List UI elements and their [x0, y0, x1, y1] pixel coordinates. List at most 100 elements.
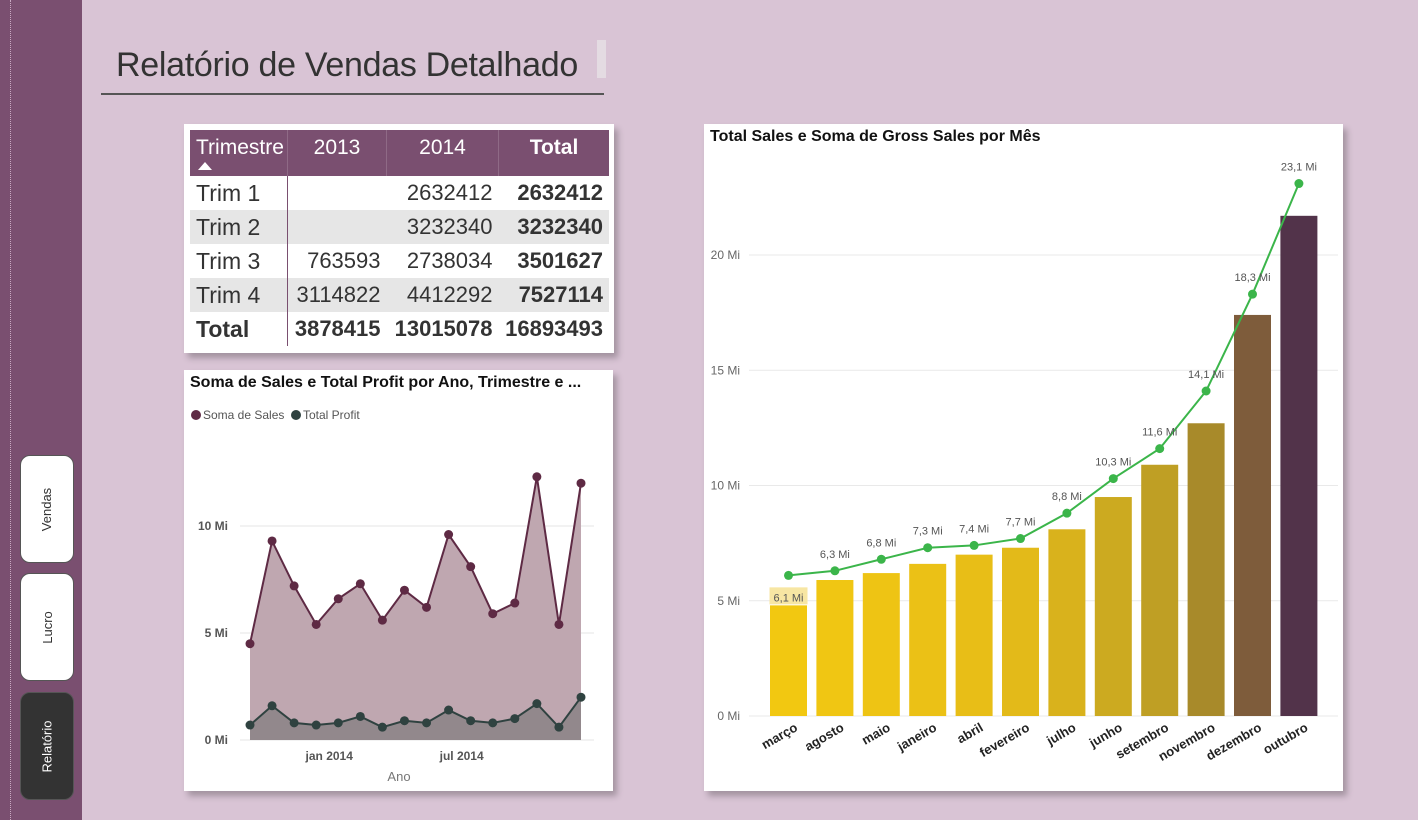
area-point-sales [377, 615, 387, 625]
area-point-sales [245, 639, 255, 649]
sidebar [0, 0, 82, 820]
gross-sales-point [1108, 474, 1118, 484]
nav-relatorio-label: Relatório [39, 719, 55, 773]
area-point-profit [576, 692, 586, 702]
area-point-sales [488, 609, 498, 619]
bar-x-tick-label: janeiro [894, 720, 939, 755]
line-data-label: 6,3 Mi [820, 549, 850, 561]
matrix-header-2014[interactable]: 2014 [386, 130, 499, 176]
matrix-cell-total: 3232340 [498, 210, 609, 244]
line-data-label: 7,4 Mi [959, 523, 989, 535]
line-data-label: 8,8 Mi [1052, 491, 1082, 503]
bar-fevereiro [1002, 547, 1039, 716]
nav-vendas-button[interactable]: Vendas [20, 455, 74, 563]
area-point-profit [289, 718, 299, 728]
line-data-label: 7,7 Mi [1006, 517, 1036, 529]
matrix-total-row: Total 3878415 13015078 16893493 [190, 312, 609, 346]
page-title: Relatório de Vendas Detalhado [116, 46, 578, 84]
area-point-profit [355, 711, 365, 721]
bar-setembro [1141, 464, 1179, 716]
area-x-tick-label: jul 2014 [439, 749, 484, 763]
bar-y-tick-label: 5 Mi [717, 594, 740, 608]
gross-sales-point [923, 543, 933, 553]
matrix-header-total-label: Total [529, 136, 579, 159]
area-chart-visual[interactable]: Soma de Sales e Total Profit por Ano, Tr… [184, 370, 613, 791]
legend-profit-label[interactable]: Total Profit [303, 408, 360, 422]
matrix-total-cell: 13015078 [394, 316, 493, 341]
nav-relatorio-button[interactable]: Relatório [20, 692, 74, 800]
title-decoration [597, 40, 606, 78]
line-data-label: 23,1 Mi [1281, 162, 1317, 174]
matrix-cell: 4412292 [386, 278, 499, 312]
matrix-cell [288, 176, 387, 210]
bar-x-tick-label: abril [954, 720, 985, 747]
area-y-tick-label: 5 Mi [205, 626, 228, 640]
sort-ascending-glyph [198, 162, 212, 170]
area-x-tick-label: jan 2014 [305, 749, 354, 763]
matrix-total-label: Total [190, 312, 288, 346]
sort-ascending-icon[interactable] [190, 160, 287, 170]
matrix-row: Trim 3 763593 2738034 3501627 [190, 244, 609, 278]
matrix-cell: 763593 [307, 248, 381, 273]
line-data-label: 10,3 Mi [1095, 457, 1131, 469]
matrix-header-total[interactable]: Total [498, 130, 609, 176]
area-point-profit [510, 714, 520, 724]
area-x-axis-title: Ano [387, 769, 410, 784]
matrix-cell: 2632412 [406, 180, 493, 205]
bar-x-tick-label: outubro [1260, 720, 1310, 758]
bar-março [770, 605, 807, 716]
matrix-cell: 3114822 [287, 278, 387, 312]
matrix-visual[interactable]: Trimestre 2013 2014 Total Trim 1 2632412… [184, 124, 614, 353]
bar-abril [955, 554, 993, 716]
gross-sales-point [1155, 444, 1165, 454]
bar-x-tick-label: maio [859, 720, 893, 748]
matrix-header-trimestre[interactable]: Trimestre [190, 130, 288, 176]
line-data-label: 7,3 Mi [913, 526, 943, 538]
area-point-sales [333, 594, 343, 604]
gross-sales-point [830, 566, 840, 576]
matrix-header-2014-label: 2014 [419, 136, 466, 159]
area-point-sales [510, 598, 520, 608]
area-point-profit [333, 718, 343, 728]
data-label-highlight [769, 587, 808, 605]
matrix-row-label: Trim 3 [190, 244, 288, 278]
bar-x-tick-label: março [759, 720, 800, 753]
line-data-label: 6,1 Mi [774, 592, 804, 604]
matrix-row: Trim 1 2632412 2632412 [190, 176, 609, 210]
area-point-sales [466, 562, 476, 572]
area-fill-sales [250, 476, 581, 740]
bar-chart-svg: 0 Mi 5 Mi 10 Mi 15 Mi 20 Mi 6,1 Mi 6,3 Mi 6,8 M… [711, 162, 1338, 764]
nav-lucro-button[interactable]: Lucro [20, 573, 74, 681]
gross-sales-point [969, 540, 979, 550]
bar-y-tick-label: 15 Mi [711, 363, 740, 377]
area-point-profit [488, 718, 498, 728]
bar-dezembro [1234, 314, 1271, 716]
area-point-sales [311, 619, 321, 629]
matrix-cell [287, 210, 387, 244]
gross-sales-point [1201, 386, 1211, 396]
area-point-sales [422, 602, 432, 612]
gross-sales-line [788, 183, 1300, 577]
area-point-sales [444, 530, 454, 540]
area-line-sales [249, 476, 582, 644]
line-data-label: 14,1 Mi [1188, 369, 1224, 381]
bar-chart-visual[interactable]: Total Sales e Soma de Gross Sales por Mê… [704, 124, 1343, 791]
area-y-tick-label: 0 Mi [205, 733, 228, 747]
bar-chart-title: Total Sales e Soma de Gross Sales por Mê… [710, 128, 1041, 145]
matrix-row-label: Trim 2 [190, 210, 288, 244]
gross-sales-point [784, 570, 793, 580]
bar-x-tick-label: fevereiro [977, 720, 1032, 760]
line-data-label: 6,8 Mi [866, 537, 896, 549]
nav-lucro-label: Lucro [39, 610, 55, 644]
legend-sales-label[interactable]: Soma de Sales [203, 408, 284, 422]
area-fill-profit [250, 697, 581, 740]
area-line-profit [249, 696, 582, 729]
matrix-table: Trimestre 2013 2014 Total Trim 1 2632412… [190, 130, 609, 346]
matrix-header-2013-label: 2013 [313, 136, 361, 159]
bar-y-tick-label: 0 Mi [717, 709, 740, 723]
matrix-header-2013[interactable]: 2013 [287, 130, 387, 176]
matrix-total-cell: 3878415 [294, 316, 381, 341]
area-point-sales [355, 579, 365, 589]
area-point-sales [532, 472, 542, 482]
matrix-row-label: Trim 1 [190, 176, 288, 210]
